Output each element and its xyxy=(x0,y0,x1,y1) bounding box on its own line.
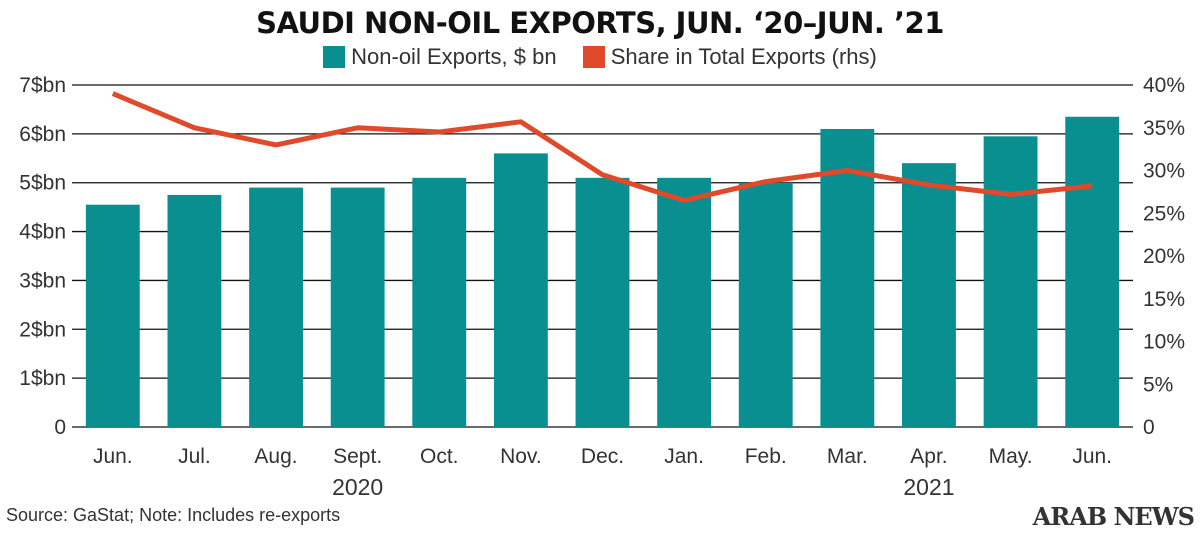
legend-swatch-line xyxy=(582,46,605,69)
y-right-tick-label: 35% xyxy=(1143,117,1185,140)
bar xyxy=(167,194,222,427)
x-tick-label: Jul. xyxy=(178,445,211,468)
y-right-tick-label: 5% xyxy=(1143,373,1173,396)
y-left-tick-label: 0 xyxy=(54,416,66,439)
year-label: 2020 xyxy=(332,474,383,500)
x-tick-label: Nov. xyxy=(500,445,542,468)
legend-item-bars: Non-oil Exports, $ bn xyxy=(323,44,557,70)
brand-logo: ARAB NEWS xyxy=(1032,502,1195,531)
bar xyxy=(85,204,140,427)
x-tick-label: Feb. xyxy=(745,445,787,468)
y-right-tick-label: 20% xyxy=(1143,245,1185,268)
bar xyxy=(575,177,630,427)
y-right-tick-label: 30% xyxy=(1143,160,1185,183)
bar xyxy=(249,187,303,427)
y-left-tick-label: 5$bn xyxy=(19,172,66,195)
y-right-tick-label: 15% xyxy=(1143,288,1185,311)
y-left-tick-label: 3$bn xyxy=(19,269,66,292)
x-tick-label: Jun. xyxy=(1072,445,1112,468)
y-right-tick-label: 10% xyxy=(1143,331,1185,354)
y-right-tick-label: 25% xyxy=(1143,202,1185,225)
legend-label-bars: Non-oil Exports, $ bn xyxy=(351,44,557,70)
legend-swatch-bars xyxy=(323,46,346,69)
legend: Non-oil Exports, $ bn Share in Total Exp… xyxy=(0,43,1200,70)
x-tick-label: Jun. xyxy=(93,445,133,468)
bar xyxy=(412,177,467,427)
y-left-tick-label: 4$bn xyxy=(19,221,66,244)
bar xyxy=(738,182,793,427)
x-tick-label: Apr. xyxy=(910,445,947,468)
x-tick-label: Oct. xyxy=(420,445,459,468)
y-right-tick-label: 40% xyxy=(1143,74,1185,97)
bar xyxy=(983,136,1038,428)
x-tick-label: May. xyxy=(989,445,1033,468)
year-label: 2021 xyxy=(903,474,954,500)
y-left-tick-label: 7$bn xyxy=(19,74,66,97)
bar xyxy=(820,128,875,427)
y-left-tick-label: 1$bn xyxy=(19,367,66,390)
bar xyxy=(1065,116,1120,427)
x-tick-label: Sept. xyxy=(333,445,382,468)
y-left-tick-label: 2$bn xyxy=(19,318,66,341)
bar xyxy=(493,153,548,427)
x-tick-label: Aug. xyxy=(254,445,297,468)
legend-item-line: Share in Total Exports (rhs) xyxy=(582,44,877,70)
bar xyxy=(657,177,712,427)
x-tick-label: Mar. xyxy=(827,445,868,468)
bar xyxy=(902,163,956,427)
x-tick-label: Jan. xyxy=(664,445,704,468)
x-tick-label: Dec. xyxy=(581,445,624,468)
chart-title: SAUDI NON-OIL EXPORTS, JUN. ‘20–JUN. ’21 xyxy=(256,6,944,40)
bar xyxy=(330,187,385,427)
y-left-tick-label: 6$bn xyxy=(19,123,66,146)
y-right-tick-label: 0 xyxy=(1143,416,1155,439)
legend-label-line: Share in Total Exports (rhs) xyxy=(610,44,877,70)
source-note: Source: GaStat; Note: Includes re-export… xyxy=(6,505,341,525)
